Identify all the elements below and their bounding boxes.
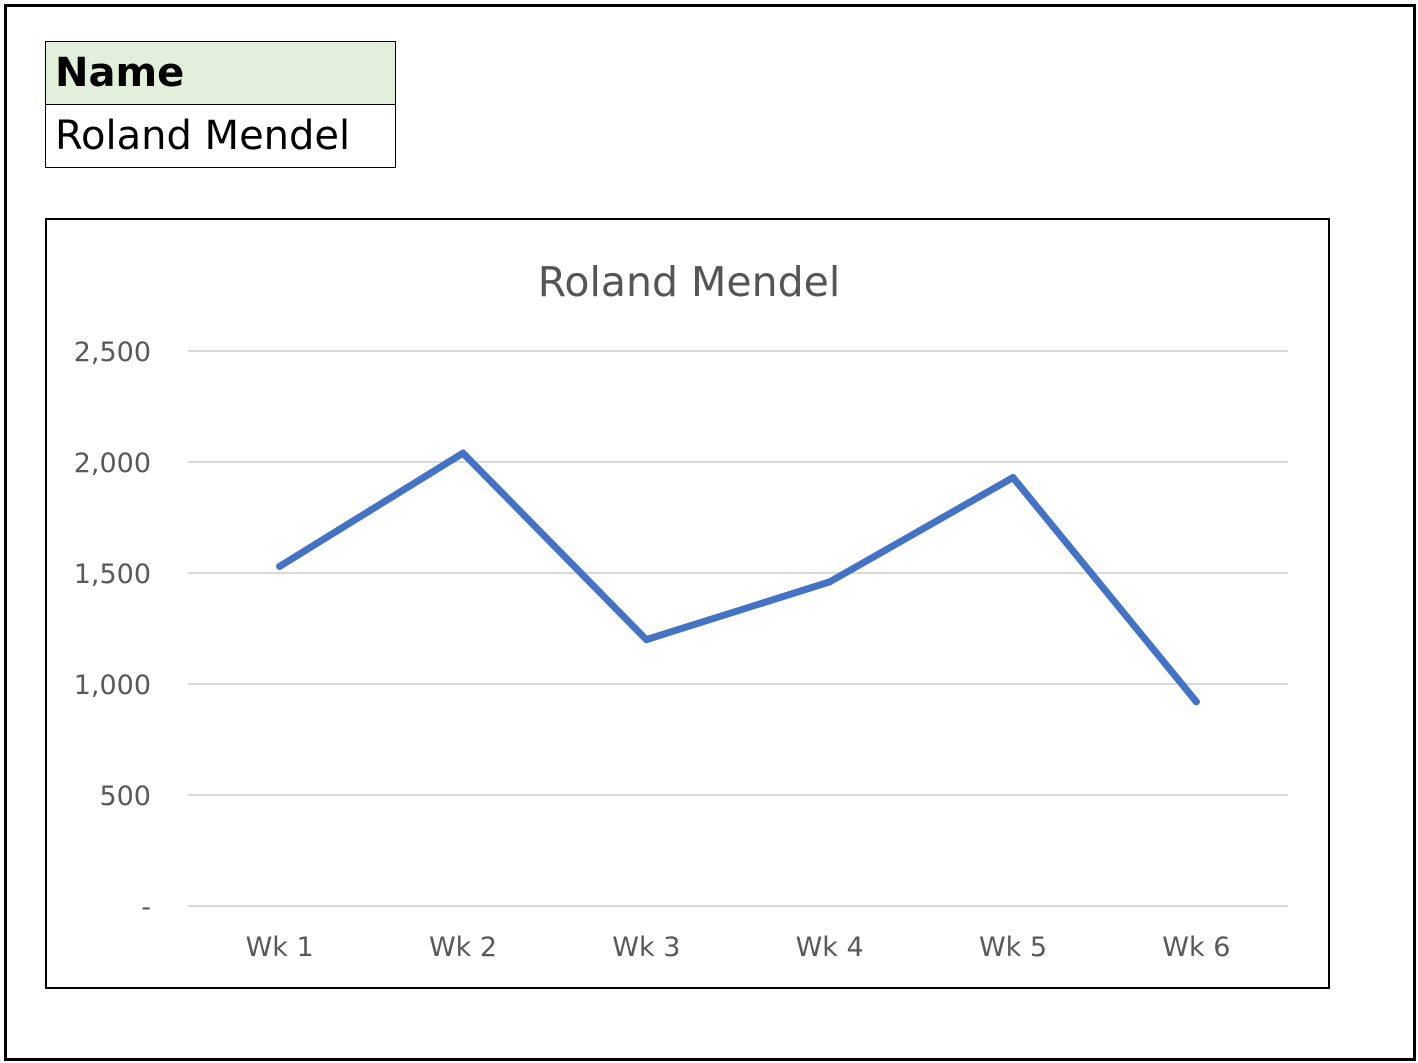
x-tick-label: Wk 6 [1162,932,1230,963]
data-point[interactable] [276,562,284,570]
line-chart[interactable]: Roland Mendel - 500 1,000 1,500 2,000 2,500 W… [45,218,1330,989]
name-value-cell[interactable]: Roland Mendel [45,104,396,168]
chart-svg: Roland Mendel - 500 1,000 1,500 2,000 2,500 W… [74,258,1288,963]
x-tick-label: Wk 4 [796,932,864,963]
y-tick-label: - [141,892,151,923]
x-tick-label: Wk 2 [429,932,497,963]
y-tick-label: 2,000 [74,448,151,479]
y-tick-label: 1,500 [74,559,151,590]
data-point[interactable] [642,636,650,644]
y-tick-label: 500 [99,781,151,812]
series-layer [276,449,1200,706]
y-tick-label: 1,000 [74,670,151,701]
name-table: Name Roland Mendel [45,41,396,168]
x-axis-ticks: Wk 1 Wk 2 Wk 3 Wk 4 Wk 5 Wk 6 [246,932,1231,963]
chart-title: Roland Mendel [538,258,841,306]
x-tick-label: Wk 5 [979,932,1047,963]
x-tick-label: Wk 3 [612,932,680,963]
series-line[interactable] [276,449,1200,706]
data-point[interactable] [459,449,467,457]
x-tick-label: Wk 1 [246,932,314,963]
name-header-cell[interactable]: Name [45,41,396,105]
y-tick-label: 2,500 [74,337,151,368]
gridlines [188,350,1288,907]
data-point[interactable] [826,578,834,586]
data-point[interactable] [1192,698,1200,706]
y-axis-ticks: - 500 1,000 1,500 2,000 2,500 [74,337,151,923]
data-point[interactable] [1009,474,1017,482]
